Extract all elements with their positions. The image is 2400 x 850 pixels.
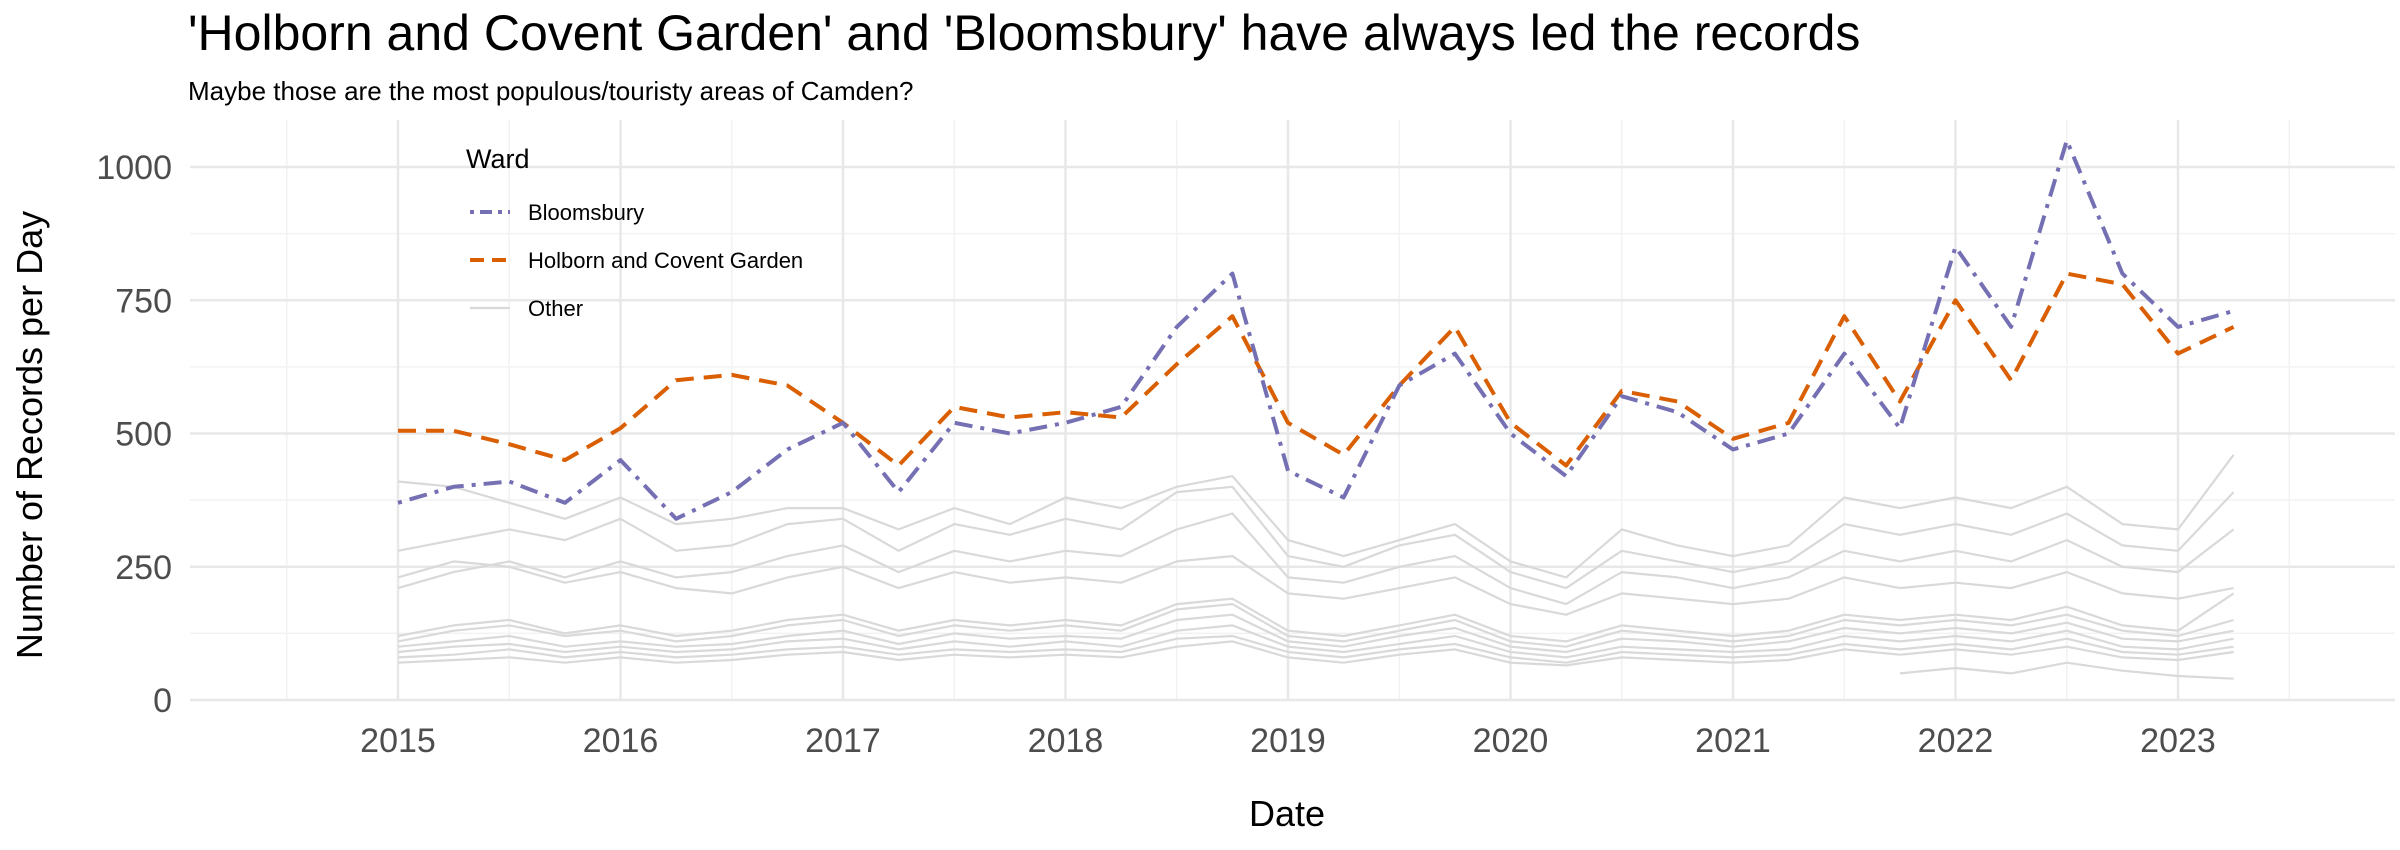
y-tick-labels: 0 250 500 750 1000	[96, 149, 172, 720]
y-tick-label: 750	[115, 282, 172, 320]
series-line-other	[397, 555, 2234, 616]
x-axis-label: Date	[1249, 793, 1325, 834]
series-line-other	[397, 454, 2235, 579]
legend-label: Holborn and Covent Garden	[528, 248, 803, 273]
series-line-other	[397, 640, 2234, 667]
series-line-other	[1899, 661, 2234, 680]
x-tick-labels: 2015 2016 2017 2018 2019 2020 2021 2022 2023	[360, 722, 2216, 760]
series-line-bloomsbury	[397, 138, 2235, 521]
y-tick-label: 1000	[96, 149, 172, 187]
x-tick-label: 2017	[805, 722, 881, 760]
legend-title: Ward	[466, 144, 530, 174]
y-tick-label: 500	[115, 416, 172, 454]
series-line-other	[397, 613, 2234, 654]
x-tick-label: 2015	[360, 722, 436, 760]
series-line-other	[397, 592, 2235, 643]
series-line-other	[397, 603, 2234, 648]
y-tick-label: 0	[153, 682, 172, 720]
y-tick-label: 250	[115, 549, 172, 587]
x-tick-label: 2020	[1473, 722, 1549, 760]
chart-subtitle: Maybe those are the most populous/touris…	[188, 76, 914, 106]
x-tick-label: 2016	[583, 722, 659, 760]
x-tick-label: 2019	[1250, 722, 1326, 760]
x-tick-label: 2021	[1695, 722, 1771, 760]
x-tick-label: 2018	[1028, 722, 1104, 760]
x-tick-label: 2023	[2140, 722, 2216, 760]
series-line-other	[397, 634, 2234, 664]
x-tick-label: 2022	[1918, 722, 1994, 760]
series-line-other	[397, 624, 2234, 659]
chart-title: 'Holborn and Covent Garden' and 'Bloomsb…	[188, 5, 1860, 61]
series-line-other	[397, 512, 2235, 606]
gridlines	[190, 120, 2395, 702]
legend-label: Other	[528, 296, 583, 321]
legend: Ward Bloomsbury Holborn and Covent Garden…	[466, 144, 803, 321]
series-lines	[397, 138, 2235, 680]
series-line-holborn-and-covent-garden	[398, 271, 2235, 468]
y-axis-label: Number of Records per Day	[9, 211, 50, 659]
series-line-other	[397, 485, 2235, 590]
legend-label: Bloomsbury	[528, 200, 644, 225]
